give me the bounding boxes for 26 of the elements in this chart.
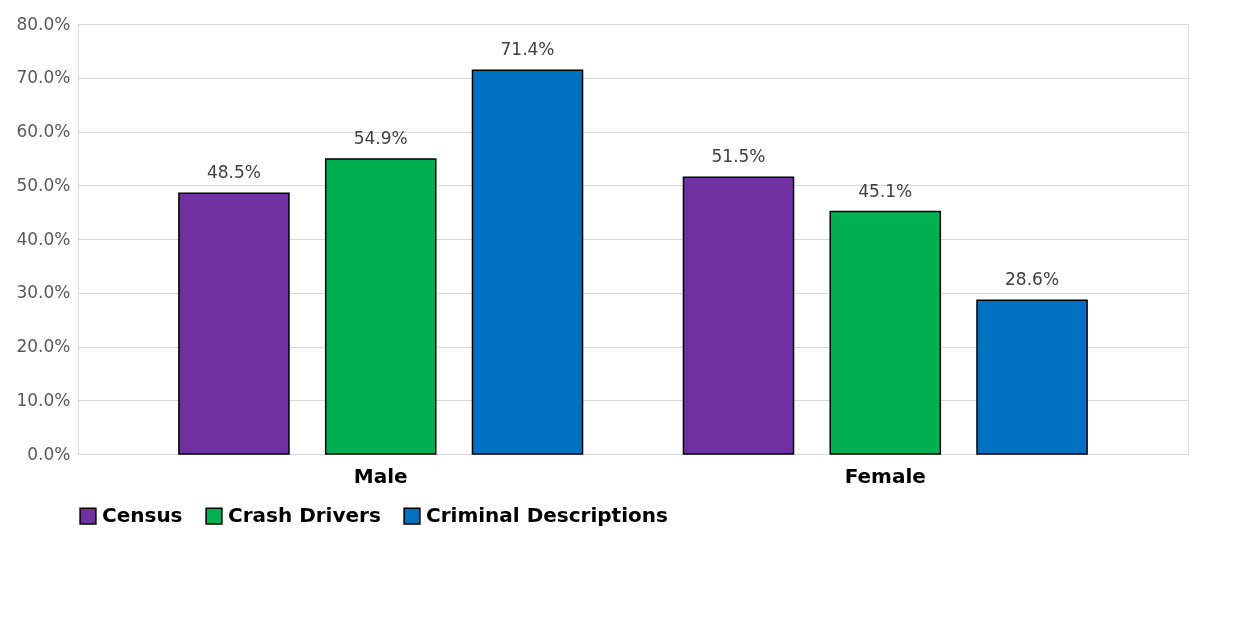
y-tick-label: 70.0% (16, 67, 71, 88)
legend-label: Criminal Descriptions (426, 503, 668, 528)
bar (178, 192, 290, 455)
y-tick-label: 30.0% (16, 282, 71, 303)
y-tick-label: 10.0% (16, 389, 71, 410)
bar (471, 69, 584, 455)
bar (829, 210, 942, 455)
y-tick-label: 20.0% (16, 336, 71, 356)
data-label: 71.4% (500, 39, 555, 60)
x-tick-label: Male (353, 463, 408, 488)
data-label: 54.9% (353, 127, 408, 148)
legend-label: Crash Drivers (228, 503, 381, 528)
x-tick-label: Female (844, 463, 926, 488)
data-label: 45.1% (858, 180, 913, 201)
legend-label: Census (102, 503, 183, 528)
y-tick-label: 0.0% (27, 443, 71, 464)
bar (682, 176, 795, 455)
y-tick-label: 40.0% (16, 228, 71, 249)
data-label: 51.5% (711, 146, 766, 167)
y-tick-label: 80.0% (16, 13, 71, 34)
bar (324, 158, 437, 455)
data-label: 48.5% (206, 162, 261, 183)
bar (976, 299, 1088, 455)
data-label: 28.6% (1005, 269, 1060, 290)
y-tick-label: 50.0% (16, 174, 71, 195)
y-tick-label: 60.0% (16, 121, 71, 141)
